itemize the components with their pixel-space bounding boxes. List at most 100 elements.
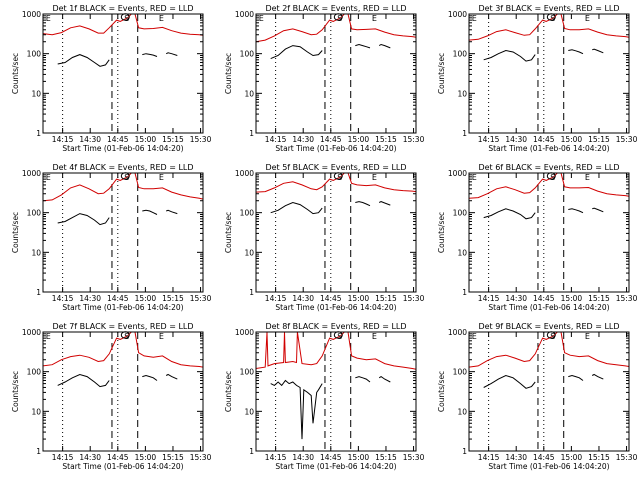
panel-title: Det 7f BLACK = Events, RED = LLD	[52, 322, 193, 331]
orbit-marker-label: S	[337, 14, 342, 23]
orbit-marker-label: E	[372, 332, 377, 341]
lld-series-line	[42, 331, 204, 368]
y-tick-label: 1	[249, 447, 254, 456]
orbit-marker-label: E	[472, 332, 477, 341]
x-tick-label: 14:45	[533, 453, 555, 462]
orbit-marker-label: E	[472, 173, 477, 182]
x-tick-label: 15:30	[190, 453, 212, 462]
y-tick-label: 10	[31, 407, 41, 416]
y-axis-label: Counts/sec	[224, 212, 233, 253]
panel-title: Det 2f BLACK = Events, RED = LLD	[265, 4, 406, 13]
orbit-marker-label: S	[124, 332, 129, 341]
y-tick-label: 10	[457, 248, 467, 257]
x-axis-label: Start Time (01-Feb-06 14:04:20)	[275, 462, 396, 471]
y-tick-label: 1	[249, 288, 254, 297]
x-tick-label: 15:00	[348, 135, 370, 144]
x-tick-label: 14:15	[478, 135, 500, 144]
plot-frame	[42, 331, 204, 452]
x-tick-label: 15:15	[375, 453, 397, 462]
y-axis-label: Counts/sec	[11, 212, 20, 253]
x-tick-label: 15:15	[588, 294, 610, 303]
y-tick-label: 100	[240, 50, 255, 59]
x-tick-label: 14:30	[292, 135, 314, 144]
y-tick-label: 1000	[448, 328, 467, 337]
y-axis-label: Counts/sec	[11, 53, 20, 94]
events-series-line	[57, 373, 110, 388]
orbit-marker-label: E	[159, 332, 164, 341]
orbit-marker-label: S	[124, 14, 129, 23]
y-tick-label: 1	[462, 288, 467, 297]
x-axis-label: Start Time (01-Feb-06 14:04:20)	[275, 303, 396, 312]
x-tick-label: 15:15	[162, 135, 184, 144]
x-tick-label: 15:30	[190, 294, 212, 303]
x-tick-label: 14:30	[79, 294, 101, 303]
x-tick-label: 14:15	[265, 294, 287, 303]
y-tick-label: 10	[457, 407, 467, 416]
y-tick-label: 100	[240, 209, 255, 218]
y-tick-label: 100	[453, 209, 468, 218]
events-series-line	[568, 49, 584, 55]
events-series-line	[355, 201, 371, 207]
y-tick-label: 1000	[235, 169, 254, 178]
events-series-line	[142, 209, 158, 215]
lld-series-line	[468, 172, 630, 199]
panel-title: Det 3f BLACK = Events, RED = LLD	[478, 4, 619, 13]
y-tick-label: 1	[36, 129, 41, 138]
x-tick-label: 14:15	[478, 453, 500, 462]
x-tick-label: 15:30	[403, 135, 425, 144]
x-axis-label: Start Time (01-Feb-06 14:04:20)	[488, 303, 609, 312]
y-tick-label: 1000	[448, 10, 467, 19]
x-axis-label: Start Time (01-Feb-06 14:04:20)	[488, 144, 609, 153]
plot-frame	[255, 172, 417, 293]
y-axis-label: Counts/sec	[224, 53, 233, 94]
plot-frame	[468, 13, 630, 134]
x-tick-label: 15:00	[561, 453, 583, 462]
orbit-marker-label: E	[159, 173, 164, 182]
plot-frame	[42, 13, 204, 134]
x-tick-label: 15:00	[348, 453, 370, 462]
x-axis-label: Start Time (01-Feb-06 14:04:20)	[62, 144, 183, 153]
x-tick-label: 15:15	[375, 294, 397, 303]
orbit-marker-label: E	[585, 332, 590, 341]
x-tick-label: 15:30	[403, 294, 425, 303]
x-tick-label: 14:45	[107, 453, 129, 462]
x-tick-label: 15:15	[588, 453, 610, 462]
events-series-line	[568, 208, 584, 214]
plot-frame	[255, 331, 417, 452]
y-tick-label: 1000	[22, 328, 41, 337]
x-tick-label: 14:30	[79, 135, 101, 144]
x-tick-label: 15:30	[190, 135, 212, 144]
y-tick-label: 100	[27, 209, 42, 218]
events-series-line	[378, 376, 391, 383]
orbit-marker-label: E	[159, 14, 164, 23]
y-tick-label: 10	[457, 89, 467, 98]
events-series-line	[142, 53, 158, 57]
events-series-line	[165, 52, 178, 56]
y-tick-label: 10	[244, 89, 254, 98]
y-tick-label: 100	[453, 368, 468, 377]
x-tick-label: 15:15	[588, 135, 610, 144]
x-axis-label: Start Time (01-Feb-06 14:04:20)	[62, 462, 183, 471]
x-tick-label: 14:45	[320, 294, 342, 303]
x-tick-label: 14:15	[52, 294, 74, 303]
events-series-line	[378, 43, 391, 49]
lld-series-line	[42, 13, 204, 36]
x-tick-label: 15:15	[162, 453, 184, 462]
y-tick-label: 10	[244, 407, 254, 416]
events-series-line	[142, 374, 158, 381]
lld-series-line	[255, 172, 417, 193]
y-tick-label: 100	[453, 50, 468, 59]
lld-series-line	[42, 172, 204, 202]
x-tick-label: 15:00	[135, 135, 157, 144]
x-tick-label: 14:30	[79, 453, 101, 462]
x-tick-label: 14:45	[320, 453, 342, 462]
x-tick-label: 15:30	[616, 294, 638, 303]
y-tick-label: 10	[31, 248, 41, 257]
x-tick-label: 14:45	[320, 135, 342, 144]
x-tick-label: 14:30	[505, 135, 527, 144]
y-axis-label: Counts/sec	[224, 371, 233, 412]
